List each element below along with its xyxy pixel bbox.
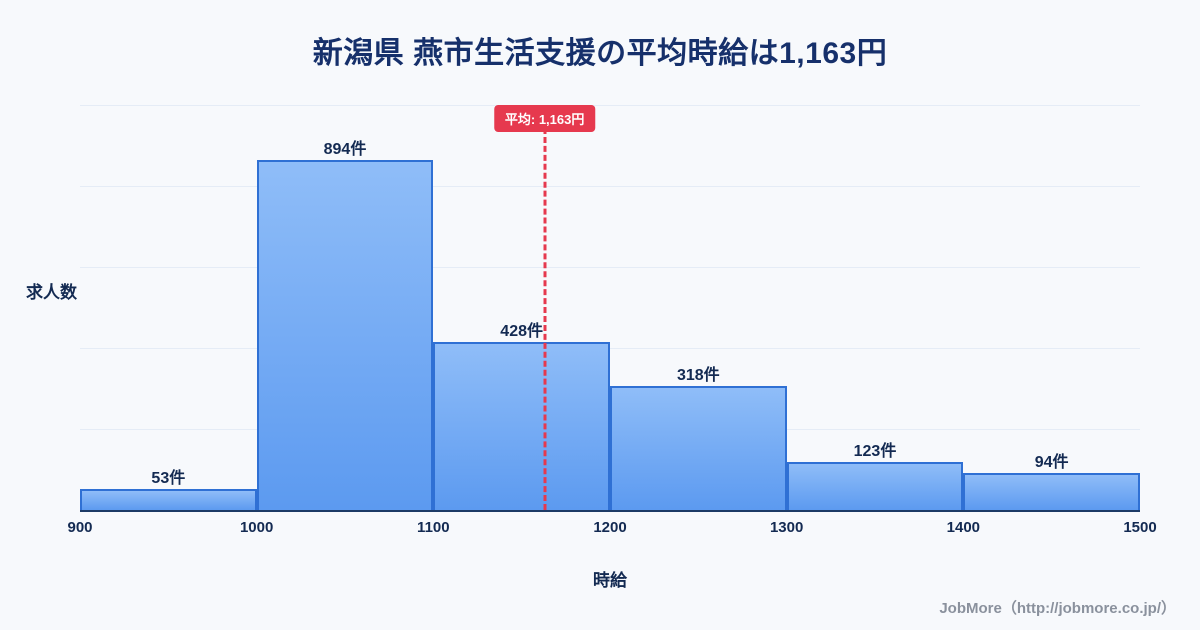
gridline: [80, 105, 1140, 106]
x-tick-label: 1300: [769, 519, 804, 536]
x-tick-label: 900: [67, 519, 93, 536]
attribution: JobMore（http://jobmore.co.jp/）: [939, 600, 1176, 617]
histogram-bar: 318件: [610, 367, 787, 510]
gridline: [80, 348, 1140, 349]
bar-value-label: 94件: [1034, 454, 1069, 472]
bar-value-label: 894件: [323, 141, 367, 158]
average-badge: 平均: 1,163円: [493, 105, 596, 132]
x-tick-label: 1200: [593, 519, 627, 536]
x-tick-label: 1400: [946, 519, 981, 536]
x-axis-ticks: 900 1000 1100 1200 1300 1400 1500: [67, 519, 1156, 541]
histogram-bar: 123件: [786, 443, 964, 510]
x-axis-label: 時給: [593, 571, 627, 590]
average-line: [543, 128, 547, 510]
chart-title: 新潟県 燕市生活支援の平均時給は1,163円: [312, 37, 888, 70]
x-tick-label: 1000: [239, 519, 274, 536]
bar-value-label: 123件: [853, 442, 897, 460]
gridline: [80, 186, 1140, 187]
plot-area: 平均: 1,163円 53件 894件 428件 318件 123件 94件: [80, 105, 1140, 512]
bar-value-label: 53件: [151, 470, 186, 488]
gridline: [80, 267, 1140, 268]
histogram-bar: 894件: [256, 141, 434, 510]
bar-value-label: 428件: [500, 323, 543, 341]
x-tick-label: 1500: [1123, 519, 1157, 536]
x-tick-label: 1100: [417, 519, 450, 536]
histogram-bar: 53件: [80, 470, 257, 510]
histogram-bar: 94件: [963, 454, 1140, 510]
bar-value-label: 318件: [676, 366, 720, 384]
histogram-bar: 428件: [433, 323, 610, 510]
y-axis-label: 求人数: [26, 283, 77, 302]
